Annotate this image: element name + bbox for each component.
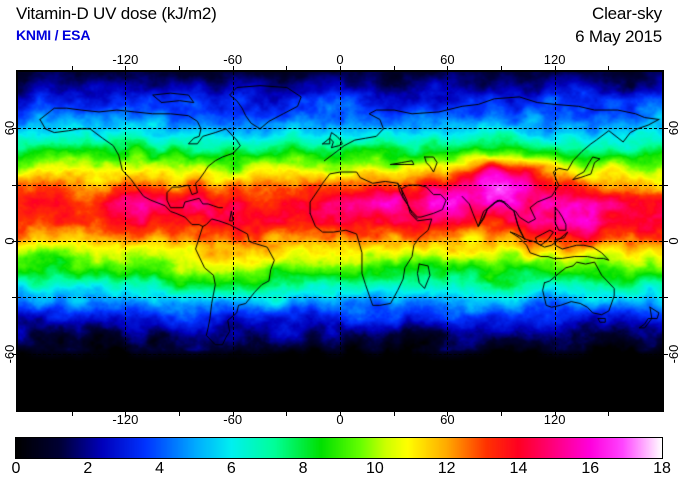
colorbar-tick-label: 16 <box>581 460 600 477</box>
tick-lon-top <box>179 66 180 72</box>
tick-label-lon-bottom: 0 <box>336 412 344 427</box>
tick-label-lat-right: 0 <box>666 237 678 244</box>
tick-lon-top <box>554 66 556 72</box>
tick-lat-left <box>12 241 18 242</box>
tick-label-lon-top: 60 <box>440 52 455 67</box>
tick-label-lon-top: -120 <box>112 52 139 67</box>
tick-label-lon-bottom: -120 <box>112 412 139 427</box>
colorbar-tick-label: 10 <box>365 460 384 477</box>
colorbar-tick-label: 18 <box>653 460 671 477</box>
colorbar <box>15 437 663 459</box>
tick-lon-top <box>393 66 395 72</box>
tick-lat-left <box>12 297 18 299</box>
tick-label-lat-right: 60 <box>666 121 678 136</box>
tick-lon-bottom <box>340 410 341 416</box>
tick-lon-top <box>232 66 234 72</box>
tick-lon-bottom <box>447 410 449 416</box>
sky-condition-label: Clear-sky <box>592 4 662 23</box>
tick-lon-bottom <box>232 410 234 416</box>
tick-lon-top <box>125 66 127 72</box>
tick-label-lat-left: 60 <box>2 121 17 136</box>
tick-lat-left <box>12 353 18 355</box>
tick-label-lon-bottom: 120 <box>543 412 566 427</box>
colorbar-tick-label: 2 <box>83 460 93 477</box>
tick-lon-bottom <box>179 410 180 416</box>
page-title: Vitamin-D UV dose (kJ/m2) <box>16 4 217 23</box>
tick-lon-bottom <box>554 410 556 416</box>
tick-lon-bottom <box>393 410 395 416</box>
tick-lat-right <box>662 297 668 299</box>
tick-label-lat-left: -60 <box>2 344 17 364</box>
tick-lon-top <box>286 66 288 72</box>
tick-lon-top <box>501 66 502 72</box>
tick-lon-top <box>608 66 610 72</box>
tick-label-lat-left: 0 <box>2 237 17 245</box>
tick-label-lat-right: -60 <box>666 344 678 364</box>
tick-lat-left <box>12 184 18 186</box>
tick-label-lon-bottom: -60 <box>223 412 243 427</box>
tick-lat-right <box>662 353 668 355</box>
colorbar-tick-label: 0 <box>11 460 21 477</box>
uv-dose-heatmap-canvas <box>18 72 662 410</box>
colorbar-tick-label: 6 <box>226 460 236 477</box>
tick-lat-right <box>662 128 668 130</box>
tick-lat-right <box>662 184 668 186</box>
tick-lat-right <box>662 241 668 242</box>
tick-label-lon-bottom: 60 <box>440 412 455 427</box>
tick-lon-bottom <box>125 410 127 416</box>
tick-lon-top <box>340 66 341 72</box>
date-label: 6 May 2015 <box>575 27 662 46</box>
institution-credit: KNMI / ESA <box>16 27 91 43</box>
colorbar-tick-label: 14 <box>509 460 528 477</box>
world-map-plot <box>16 70 664 412</box>
tick-label-lon-top: -60 <box>223 52 243 67</box>
tick-lon-bottom <box>501 410 502 416</box>
colorbar-tick-label: 8 <box>298 460 308 477</box>
tick-lon-bottom <box>286 410 288 416</box>
colorbar-gradient <box>16 438 662 458</box>
tick-lat-left <box>12 128 18 130</box>
tick-label-lon-top: 120 <box>543 52 566 67</box>
tick-lon-top <box>71 66 73 72</box>
colorbar-tick-label: 4 <box>155 460 164 477</box>
tick-lon-top <box>447 66 449 72</box>
tick-lon-bottom <box>608 410 610 416</box>
colorbar-tick-label: 12 <box>437 460 456 477</box>
tick-label-lon-top: 0 <box>336 52 344 67</box>
tick-lon-bottom <box>71 410 73 416</box>
